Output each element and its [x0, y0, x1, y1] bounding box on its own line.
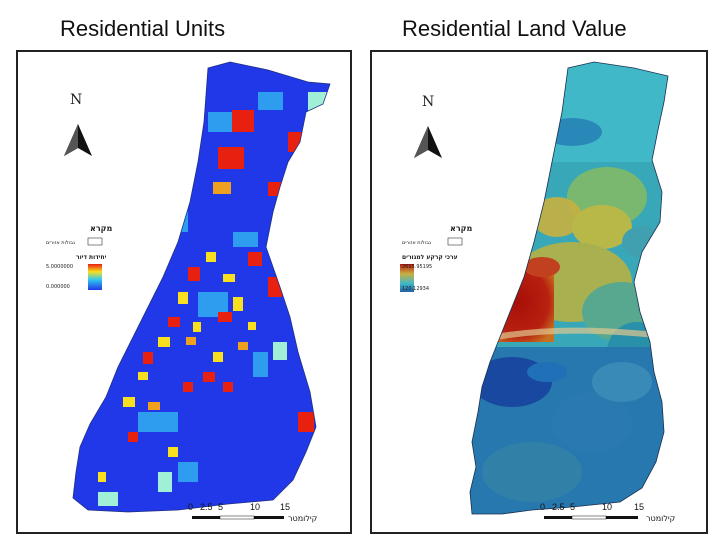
residential-units-map-panel: N מקרא גבולות אזורים יחידות דיור 5.00000…: [16, 50, 352, 534]
legend-color-ramp: [88, 264, 102, 290]
scale-tick-3: 10: [250, 502, 261, 512]
legend-boundary-label: גבולות אזורים: [46, 240, 76, 246]
scale-tick-1: 2.5: [200, 502, 213, 512]
legend-high-value: 5.0000000: [46, 264, 74, 270]
north-label: N: [422, 94, 435, 110]
north-arrow-icon: [64, 124, 92, 156]
residential-land-value-map-panel: N מקרא גבולות אזורים ערכי קרקע למגורים 2…: [370, 50, 708, 534]
legend-low-value: 120.12934: [402, 286, 430, 292]
scale-bar: [192, 515, 284, 520]
scale-tick-1: 2.5: [552, 502, 565, 512]
legend-color-ramp: [400, 264, 414, 292]
scale-bar: [544, 515, 638, 520]
left-map-title: Residential Units: [60, 16, 226, 41]
legend-ramp-title: ערכי קרקע למגורים: [402, 254, 458, 261]
north-label: N: [70, 92, 83, 108]
residential-land-value-map: [400, 61, 669, 520]
scale-tick-0: 0: [188, 502, 194, 512]
scale-tick-3: 10: [602, 502, 613, 512]
scale-tick-4: 15: [634, 502, 645, 512]
legend-title: מקרא: [90, 224, 113, 233]
scale-unit: קילומטר: [646, 514, 676, 523]
residential-units-map: [64, 61, 331, 520]
north-arrow-icon: [414, 126, 442, 158]
scale-tick-4: 15: [280, 502, 291, 512]
legend-ramp-title: יחידות דיור: [76, 254, 107, 261]
scale-tick-2: 5: [570, 502, 576, 512]
scale-tick-2: 5: [218, 502, 224, 512]
legend-title: מקרא: [450, 224, 473, 233]
legend-boundary-label: גבולות אזורים: [402, 240, 432, 246]
scale-unit: קילומטר: [288, 514, 318, 523]
right-map-title: Residential Land Value: [402, 16, 627, 41]
legend-high-value: 2615.95195: [402, 264, 433, 270]
scale-tick-0: 0: [540, 502, 546, 512]
legend-low-value: 0.000000: [46, 284, 70, 290]
